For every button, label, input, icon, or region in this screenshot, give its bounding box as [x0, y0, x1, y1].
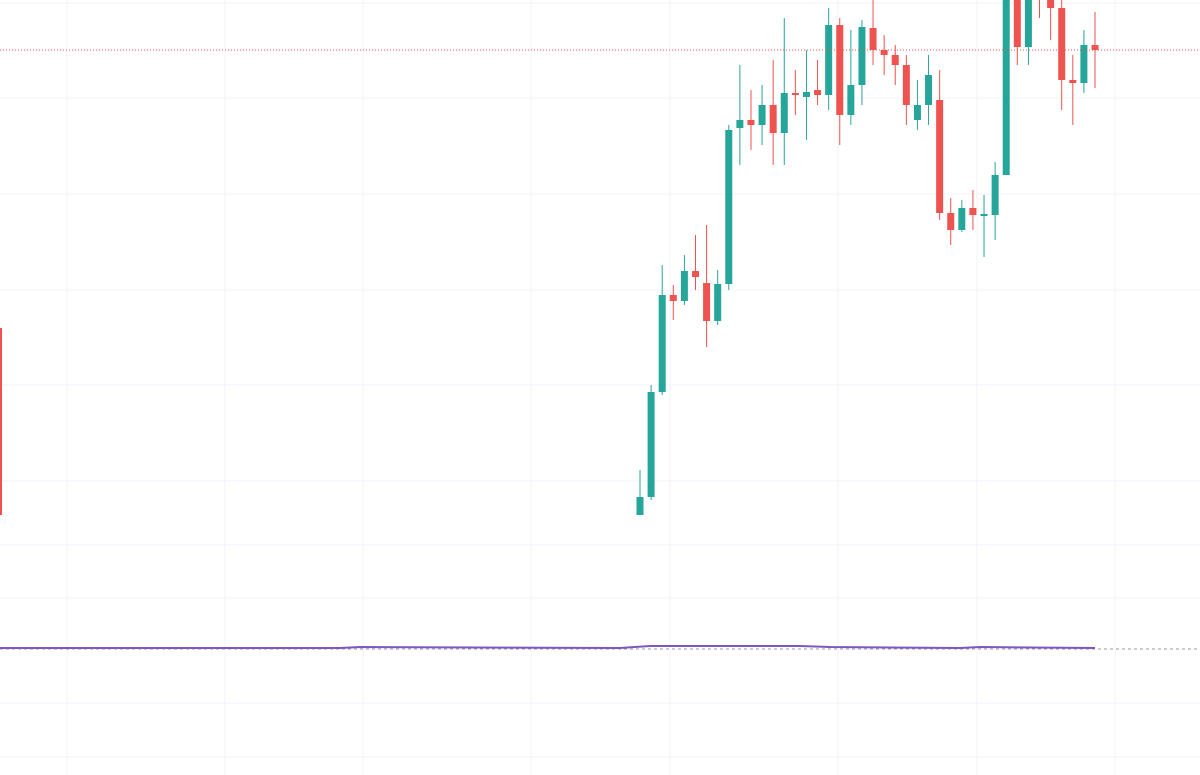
- candle-body: [1013, 0, 1021, 47]
- candle-body: [925, 75, 933, 105]
- candle-body: [891, 55, 899, 65]
- candle-body: [1047, 0, 1055, 8]
- candle-body: [969, 208, 977, 215]
- candle-body: [703, 283, 711, 321]
- candle-body: [802, 92, 810, 97]
- candle-body: [725, 130, 733, 284]
- candle-body: [991, 175, 999, 215]
- candle-body: [691, 271, 699, 277]
- candle-body: [736, 120, 744, 128]
- candle-body: [958, 208, 966, 230]
- candle-body: [669, 295, 677, 301]
- candle-body: [1002, 0, 1010, 175]
- candle-body: [858, 27, 866, 85]
- candle-body: [836, 25, 844, 115]
- candle-body: [1058, 8, 1066, 80]
- candle-body: [747, 120, 755, 125]
- candle-body: [936, 100, 944, 213]
- indicator-line: [0, 645, 1096, 650]
- candle-body: [636, 497, 644, 515]
- candle-body: [791, 93, 799, 95]
- candle-body: [947, 213, 955, 230]
- candle-body: [869, 28, 877, 50]
- candle-body: [902, 65, 910, 105]
- candle-body: [1069, 80, 1077, 83]
- candle-body: [913, 105, 921, 120]
- candle-body: [847, 85, 855, 115]
- candle-body: [1080, 45, 1088, 83]
- candle-body: [680, 271, 688, 301]
- candle-body: [658, 295, 666, 392]
- candle-body: [980, 214, 988, 216]
- candle-body: [758, 105, 766, 125]
- candle-body: [1024, 0, 1032, 47]
- candle-body: [647, 392, 655, 497]
- partial-candle: [0, 328, 2, 515]
- candle-body: [1091, 45, 1099, 50]
- candle-body: [825, 25, 833, 95]
- candle-body: [814, 90, 822, 95]
- candle-body: [769, 105, 777, 133]
- candle-body: [780, 93, 788, 133]
- candle-body: [714, 284, 722, 321]
- candle-body: [880, 50, 888, 55]
